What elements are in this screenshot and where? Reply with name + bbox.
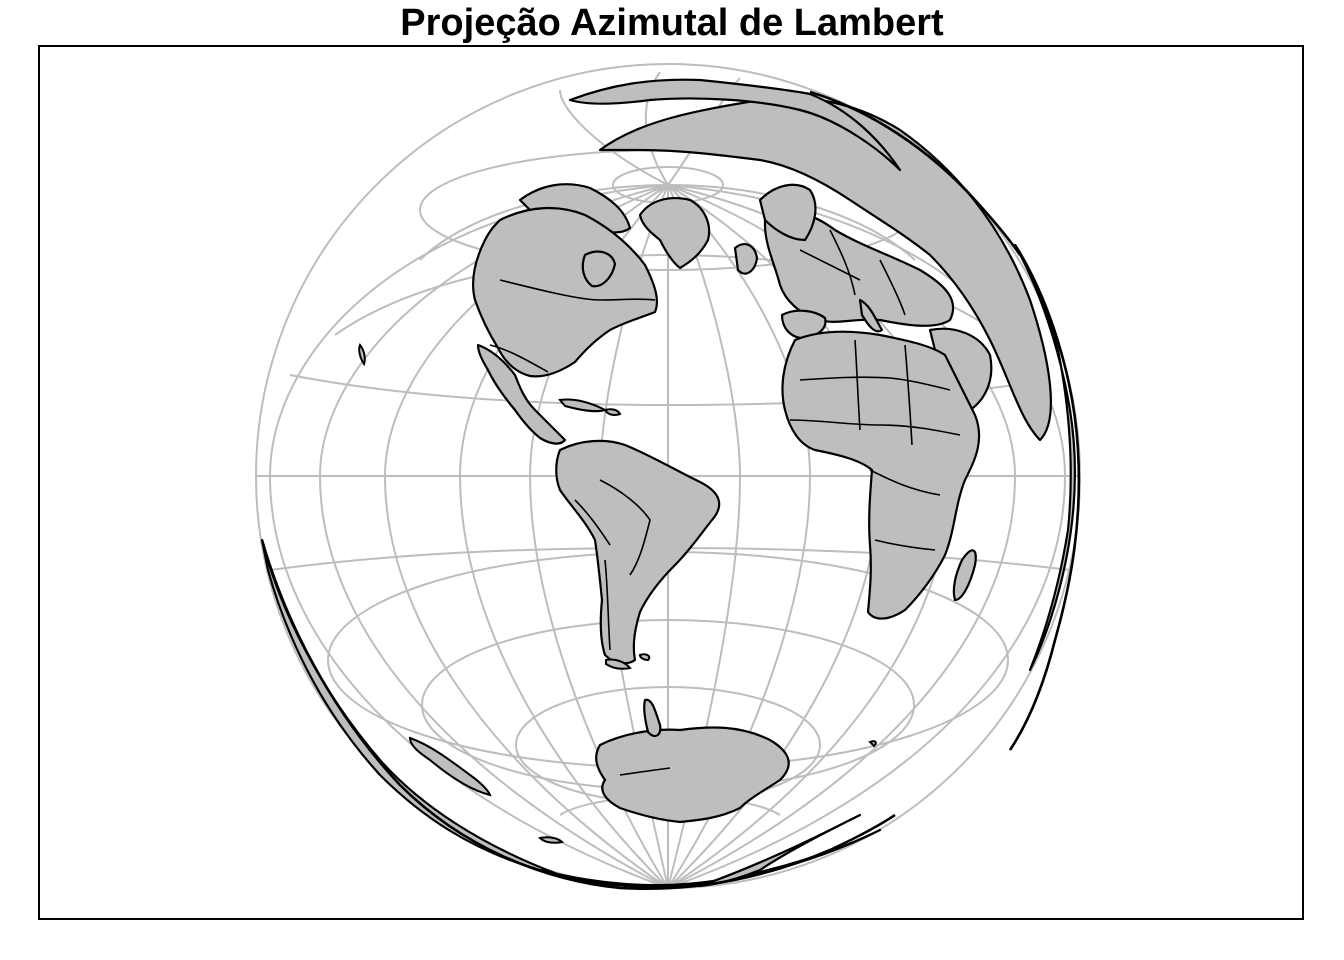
- hawaii: [358, 343, 366, 367]
- tierra-del-fuego: [605, 658, 632, 670]
- sri-lanka: [538, 836, 565, 844]
- central-america: [476, 343, 567, 445]
- scandinavia: [758, 183, 817, 242]
- edge-e: [1008, 244, 1081, 751]
- new-zealand: [408, 736, 492, 797]
- limb-edges: [260, 90, 1081, 891]
- greenland: [638, 197, 711, 270]
- border-argentina-chile: [604, 559, 611, 651]
- border-africa-vertical-2: [904, 344, 913, 446]
- uk: [733, 243, 759, 275]
- meridian-top-c: [559, 89, 669, 186]
- south-georgia: [868, 740, 877, 748]
- border-africa-north: [799, 376, 951, 391]
- antarctica: [595, 726, 790, 824]
- hudson-bay-hole: [581, 250, 617, 288]
- border-us-canada: [499, 279, 656, 301]
- meridian-e90: [667, 184, 1067, 888]
- edge-ne: [809, 90, 1022, 256]
- border-africa-vertical-1: [854, 339, 861, 431]
- border-europe-1: [799, 249, 861, 281]
- border-africa-sahel: [789, 419, 961, 436]
- country-borders: [489, 229, 961, 776]
- limb-crescent-southwest: [260, 538, 882, 889]
- madagascar: [952, 549, 977, 602]
- border-antarctica-line: [619, 767, 671, 776]
- border-brazil: [599, 479, 651, 576]
- border-andes: [574, 499, 611, 546]
- arctic-rim: [568, 78, 902, 172]
- north-america: [471, 207, 659, 378]
- falklands: [638, 653, 651, 662]
- border-africa-south: [874, 539, 936, 551]
- border-europe-3: [879, 259, 906, 316]
- border-us-mexico: [489, 344, 549, 373]
- italy: [858, 298, 884, 333]
- border-europe-2: [829, 229, 856, 296]
- antarctic-peninsula: [643, 698, 662, 738]
- limb-crescent-east: [1013, 243, 1077, 672]
- hispaniola: [603, 408, 622, 416]
- cuba: [558, 398, 608, 413]
- edge-sw: [260, 539, 896, 891]
- border-africa-central: [869, 469, 941, 496]
- plot-frame: [38, 45, 1304, 920]
- europe: [763, 210, 955, 327]
- south-america: [555, 439, 721, 665]
- map-title: Projeção Azimutal de Lambert: [400, 2, 944, 44]
